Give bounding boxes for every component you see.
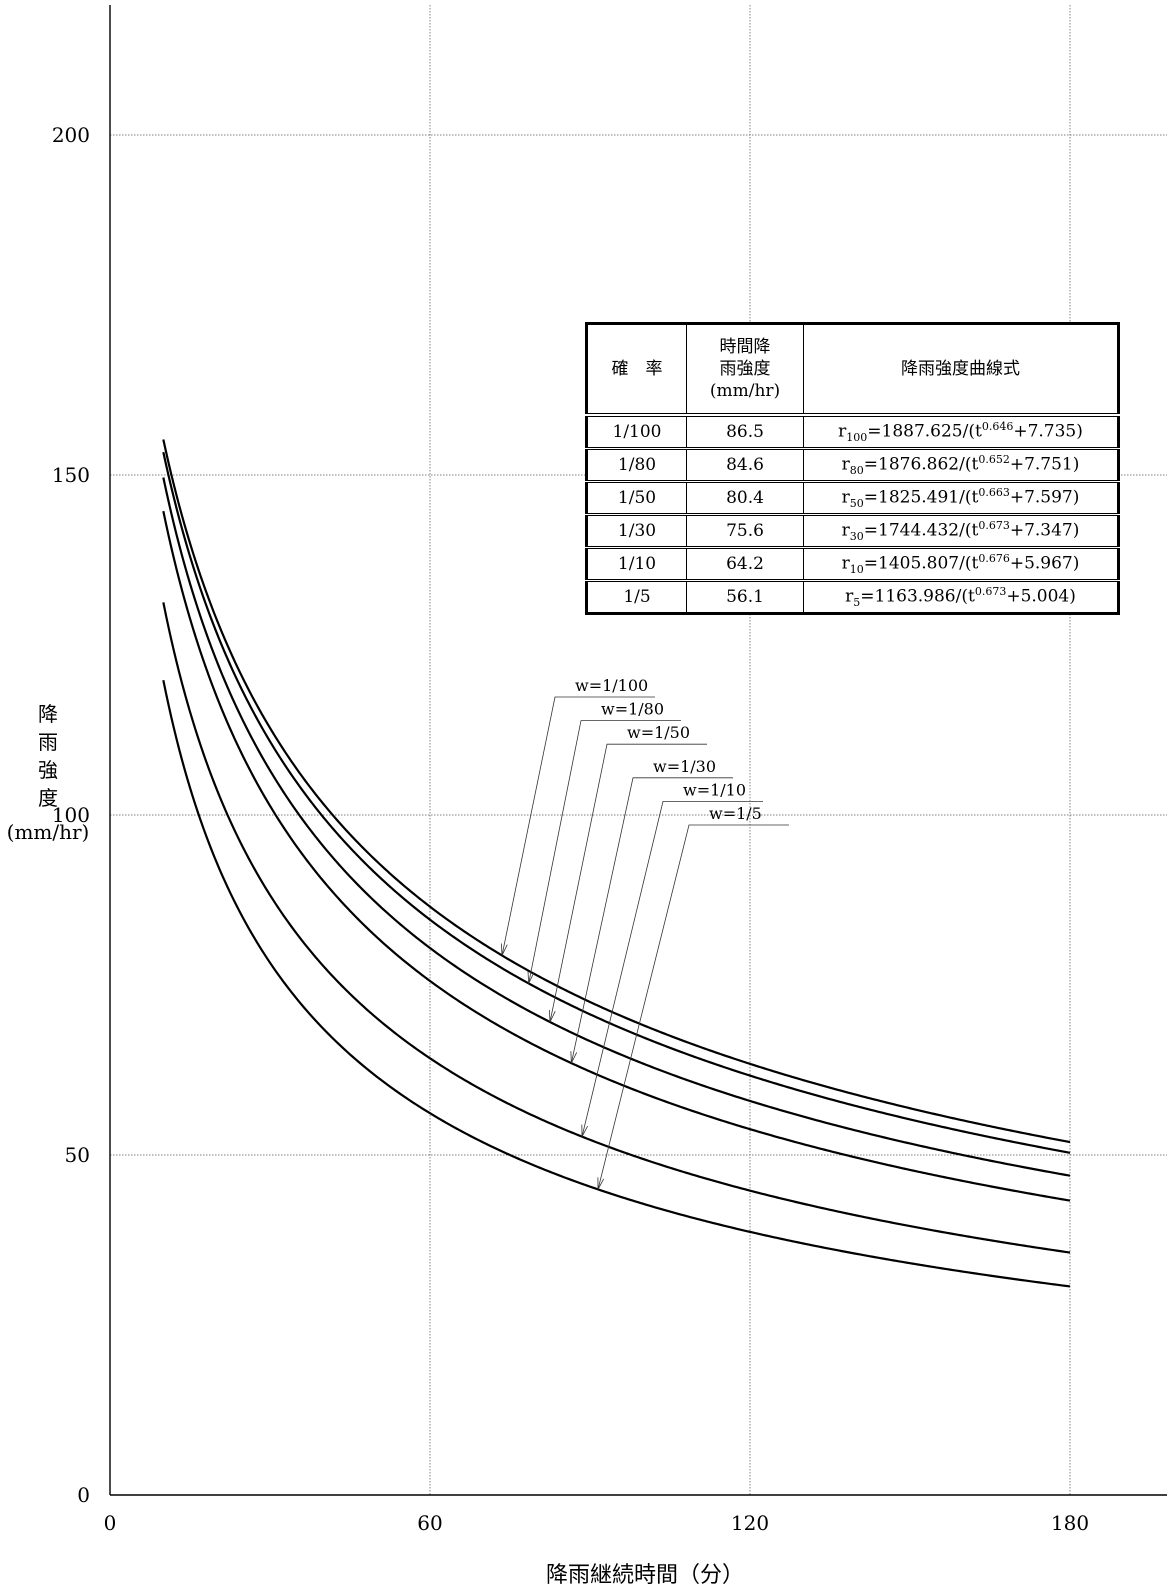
y-tick-label: 0 <box>77 1483 90 1507</box>
table-header-row: 確 率 時間降 雨強度 (mm/hr) 降雨強度曲線式 <box>586 323 1119 416</box>
cell-formula: r10=1405.807/(t0.676+5.967) <box>803 547 1119 581</box>
cell-probability: 1/80 <box>586 448 687 482</box>
curve-w-1-100 <box>162 439 1071 1144</box>
y-axis-title-text: 降雨強度 <box>34 700 62 812</box>
cell-hourly-intensity: 86.5 <box>686 414 804 449</box>
callout-leader <box>581 801 763 1137</box>
axes: 0 60 120 180 0 50 100 150 200 <box>52 5 1167 1535</box>
cell-formula: r30=1744.432/(t0.673+7.347) <box>803 514 1119 548</box>
y-axis-title-char: 度 <box>38 786 58 810</box>
cell-probability: 1/30 <box>586 514 687 548</box>
y-axis-title: 降雨強度 (mm/hr) <box>4 700 92 846</box>
y-tick-label: 100 <box>52 803 90 827</box>
curve-label: w=1/5 <box>709 804 762 823</box>
table-row: 1/30 75.6 r30=1744.432/(t0.673+7.347) <box>586 514 1119 548</box>
callout-leader <box>549 743 707 1023</box>
callout-arrowhead <box>501 943 508 956</box>
x-axis-title: 降雨継続時間（分） <box>546 1563 744 1588</box>
header-probability: 確 率 <box>586 323 687 416</box>
cell-formula: r5=1163.986/(t0.673+5.004) <box>803 580 1119 614</box>
callout-arrowhead <box>597 1177 605 1190</box>
cell-formula: r100=1887.625/(t0.646+7.735) <box>803 414 1119 449</box>
cell-probability: 1/10 <box>586 547 687 581</box>
y-tick-label: 200 <box>52 123 90 147</box>
cell-hourly-intensity: 80.4 <box>686 481 804 515</box>
grid <box>110 5 1167 1495</box>
curve-w-1-5 <box>162 679 1071 1288</box>
cell-probability: 1/100 <box>586 414 687 449</box>
cell-hourly-intensity: 84.6 <box>686 448 804 482</box>
curve-label: w=1/50 <box>627 723 690 742</box>
cell-probability: 1/50 <box>586 481 687 515</box>
curve-label: w=1/100 <box>575 676 648 695</box>
cell-formula: r80=1876.862/(t0.652+7.751) <box>803 448 1119 482</box>
callout-arrowhead <box>527 971 535 984</box>
curve-w-1-80 <box>162 451 1071 1154</box>
cell-hourly-intensity: 75.6 <box>686 514 804 548</box>
x-tick-label: 60 <box>417 1511 442 1535</box>
y-axis-title-char: 雨 <box>38 730 58 754</box>
y-axis-title-char: 強 <box>38 758 58 782</box>
y-axis-unit: (mm/hr) <box>6 820 90 844</box>
table-row: 1/5 56.1 r5=1163.986/(t0.673+5.004) <box>586 580 1119 614</box>
cell-hourly-intensity: 64.2 <box>686 547 804 581</box>
curve-callouts: w=1/100 w=1/80 w=1/50 w=1/30 w=1/10 w=1/5 <box>501 676 789 1190</box>
callout-leader <box>597 824 789 1190</box>
callout-leader <box>570 777 733 1064</box>
curves <box>162 439 1071 1288</box>
callout-arrowhead <box>581 1124 588 1137</box>
curve-label: w=1/30 <box>653 757 716 776</box>
curve-w-1-50 <box>162 477 1071 1177</box>
table-row: 1/50 80.4 r50=1825.491/(t0.663+7.597) <box>586 481 1119 515</box>
formula-table: 確 率 時間降 雨強度 (mm/hr) 降雨強度曲線式 1/100 86.5 r10… <box>585 322 1120 615</box>
y-tick-label: 50 <box>65 1143 90 1167</box>
callout-arrowhead <box>549 1009 556 1023</box>
callout-leader <box>528 720 681 984</box>
table-row: 1/10 64.2 r10=1405.807/(t0.676+5.967) <box>586 547 1119 581</box>
callout-leader <box>501 696 655 956</box>
header-hourly-intensity: 時間降 雨強度 (mm/hr) <box>686 323 804 416</box>
table-row: 1/100 86.5 r100=1887.625/(t0.646+7.735) <box>586 414 1119 449</box>
callout-arrowhead <box>570 1051 578 1064</box>
curve-label: w=1/10 <box>683 780 746 799</box>
curve-label: w=1/80 <box>601 700 664 719</box>
cell-formula: r50=1825.491/(t0.663+7.597) <box>803 481 1119 515</box>
y-tick-label: 150 <box>52 463 90 487</box>
header-formula: 降雨強度曲線式 <box>803 323 1119 416</box>
x-tick-label: 180 <box>1051 1511 1089 1535</box>
cell-probability: 1/5 <box>586 580 687 614</box>
curve-w-1-30 <box>162 510 1071 1202</box>
table-row: 1/80 84.6 r80=1876.862/(t0.652+7.751) <box>586 448 1119 482</box>
x-tick-label: 120 <box>731 1511 769 1535</box>
x-tick-label: 0 <box>104 1511 117 1535</box>
curve-w-1-10 <box>162 602 1071 1254</box>
cell-hourly-intensity: 56.1 <box>686 580 804 614</box>
y-axis-title-char: 降 <box>38 702 58 726</box>
